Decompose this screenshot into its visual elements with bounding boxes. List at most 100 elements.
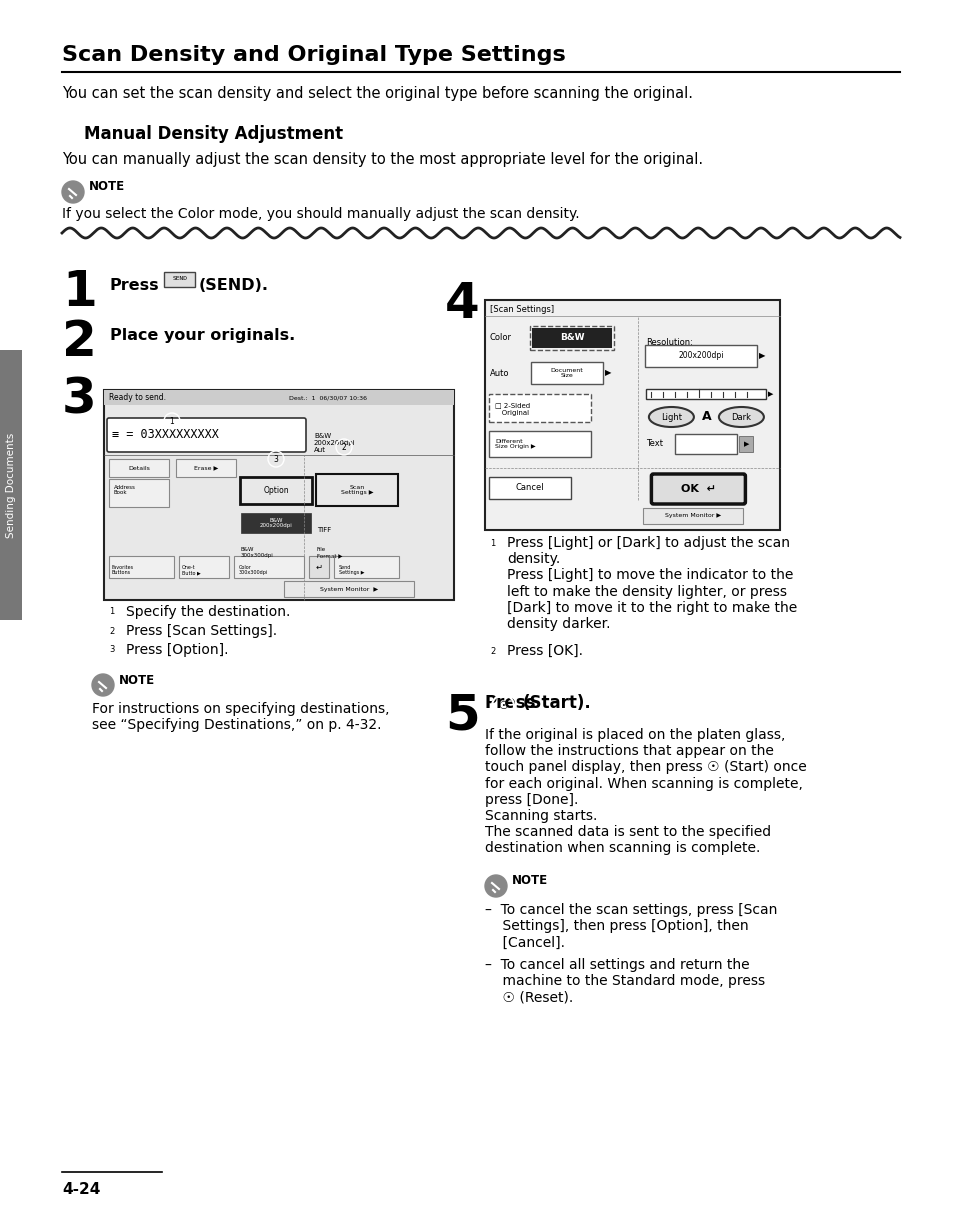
FancyBboxPatch shape xyxy=(164,271,195,286)
Text: Press: Press xyxy=(484,694,536,712)
Circle shape xyxy=(484,875,506,897)
Text: (Start).: (Start). xyxy=(522,694,591,712)
Bar xyxy=(739,436,753,452)
Text: Specify the destination.: Specify the destination. xyxy=(126,605,290,618)
Text: Send
Settings ▶: Send Settings ▶ xyxy=(338,564,364,575)
Text: 200x200dpi: 200x200dpi xyxy=(678,351,723,361)
Bar xyxy=(334,556,398,578)
Text: Different
Size Origin ▶: Different Size Origin ▶ xyxy=(495,438,535,449)
Text: 2: 2 xyxy=(110,627,114,636)
Text: Dark: Dark xyxy=(731,412,751,422)
Bar xyxy=(109,459,169,477)
Text: ▶: ▶ xyxy=(604,368,611,378)
FancyBboxPatch shape xyxy=(489,431,590,456)
Text: TIFF: TIFF xyxy=(316,528,331,533)
FancyBboxPatch shape xyxy=(240,477,312,504)
Text: Document
Size: Document Size xyxy=(550,368,583,378)
Text: ↵: ↵ xyxy=(315,562,322,572)
Text: Cancel: Cancel xyxy=(516,483,544,492)
Text: Press: Press xyxy=(110,279,159,293)
Circle shape xyxy=(91,674,113,696)
Text: Scan
Settings ▶: Scan Settings ▶ xyxy=(340,485,373,496)
Text: 4-24: 4-24 xyxy=(62,1182,100,1198)
Text: 1: 1 xyxy=(170,416,174,426)
Bar xyxy=(0,350,22,620)
Text: (SEND).: (SEND). xyxy=(199,279,269,293)
Text: ▶: ▶ xyxy=(767,391,773,398)
Bar xyxy=(484,299,780,530)
Text: ≡ = 03XXXXXXXXX: ≡ = 03XXXXXXXXX xyxy=(112,428,218,442)
Text: Color
300x300dpi: Color 300x300dpi xyxy=(239,564,268,575)
Text: Details: Details xyxy=(128,465,150,470)
Bar xyxy=(175,459,235,477)
FancyBboxPatch shape xyxy=(531,362,602,384)
Ellipse shape xyxy=(719,407,763,427)
Text: SEND: SEND xyxy=(172,276,188,281)
FancyBboxPatch shape xyxy=(675,434,737,454)
FancyBboxPatch shape xyxy=(489,394,590,422)
Text: A: A xyxy=(700,411,711,423)
Text: NOTE: NOTE xyxy=(89,180,125,194)
Text: 3: 3 xyxy=(274,454,278,464)
Text: Resolution:: Resolution: xyxy=(646,337,693,347)
FancyBboxPatch shape xyxy=(651,474,744,504)
Bar xyxy=(109,479,169,507)
Text: Place your originals.: Place your originals. xyxy=(110,328,294,344)
Text: System Monitor  ▶: System Monitor ▶ xyxy=(319,587,377,591)
Text: B&W: B&W xyxy=(559,334,583,342)
Text: Press [Option].: Press [Option]. xyxy=(126,643,229,656)
Text: Favorites
Buttons: Favorites Buttons xyxy=(112,564,134,575)
Text: B&W
200x200dpi: B&W 200x200dpi xyxy=(259,518,292,529)
Bar xyxy=(646,389,765,399)
Text: ☉: ☉ xyxy=(497,701,507,710)
Text: You can set the scan density and select the original type before scanning the or: You can set the scan density and select … xyxy=(62,86,692,101)
Bar xyxy=(233,556,304,578)
Text: You can manually adjust the scan density to the most appropriate level for the o: You can manually adjust the scan density… xyxy=(62,152,702,167)
Bar xyxy=(642,508,742,524)
Text: 2: 2 xyxy=(341,443,346,452)
Text: NOTE: NOTE xyxy=(119,674,155,686)
Text: Dest.:  1  06/30/07 10:36: Dest.: 1 06/30/07 10:36 xyxy=(289,395,367,400)
Text: Option: Option xyxy=(263,486,289,494)
Circle shape xyxy=(62,182,84,202)
Text: B&W
200x200dpi
Aut: B&W 200x200dpi Aut xyxy=(314,433,355,453)
Text: □ 2-Sided
   Original: □ 2-Sided Original xyxy=(495,402,530,416)
Text: 3: 3 xyxy=(62,375,96,423)
Text: Manual Density Adjustment: Manual Density Adjustment xyxy=(84,125,343,144)
FancyBboxPatch shape xyxy=(532,328,612,348)
Text: For instructions on specifying destinations,
see “Specifying Destinations,” on p: For instructions on specifying destinati… xyxy=(91,702,389,733)
Bar xyxy=(309,556,329,578)
Text: Ready to send.: Ready to send. xyxy=(109,393,166,402)
Text: Press [Light] or [Dark] to adjust the scan
density.
Press [Light] to move the in: Press [Light] or [Dark] to adjust the sc… xyxy=(506,536,797,631)
Text: 1: 1 xyxy=(62,267,97,317)
Bar xyxy=(109,556,173,578)
Text: File
Format ▶: File Format ▶ xyxy=(316,547,342,558)
Text: Color: Color xyxy=(490,334,512,342)
Text: –  To cancel all settings and return the
    machine to the Standard mode, press: – To cancel all settings and return the … xyxy=(484,958,764,1005)
Text: B&W
300x300dpi: B&W 300x300dpi xyxy=(241,547,274,558)
Text: ▶: ▶ xyxy=(759,351,765,361)
Text: System Monitor ▶: System Monitor ▶ xyxy=(664,514,720,519)
FancyBboxPatch shape xyxy=(645,345,757,367)
Text: 3: 3 xyxy=(110,645,114,654)
FancyBboxPatch shape xyxy=(315,474,397,506)
Text: Press [OK].: Press [OK]. xyxy=(506,644,582,658)
Text: Light: Light xyxy=(660,412,681,422)
Text: Erase ▶: Erase ▶ xyxy=(193,465,218,470)
Text: 2: 2 xyxy=(62,318,97,366)
Text: [Scan Settings]: [Scan Settings] xyxy=(490,306,554,314)
Text: If the original is placed on the platen glass,
follow the instructions that appe: If the original is placed on the platen … xyxy=(484,728,806,855)
Text: 1: 1 xyxy=(490,540,496,548)
Ellipse shape xyxy=(648,407,693,427)
Text: 1: 1 xyxy=(110,607,114,616)
Text: Scan Density and Original Type Settings: Scan Density and Original Type Settings xyxy=(62,45,565,65)
Text: 4: 4 xyxy=(444,280,479,328)
Bar xyxy=(284,582,414,598)
Text: Sending Documents: Sending Documents xyxy=(6,432,16,537)
Text: OK  ↵: OK ↵ xyxy=(680,483,715,494)
FancyBboxPatch shape xyxy=(107,418,306,452)
Bar xyxy=(104,390,454,405)
Text: 5: 5 xyxy=(444,692,479,740)
Text: Text: Text xyxy=(646,438,662,448)
Text: If you select the Color mode, you should manually adjust the scan density.: If you select the Color mode, you should… xyxy=(62,207,579,221)
